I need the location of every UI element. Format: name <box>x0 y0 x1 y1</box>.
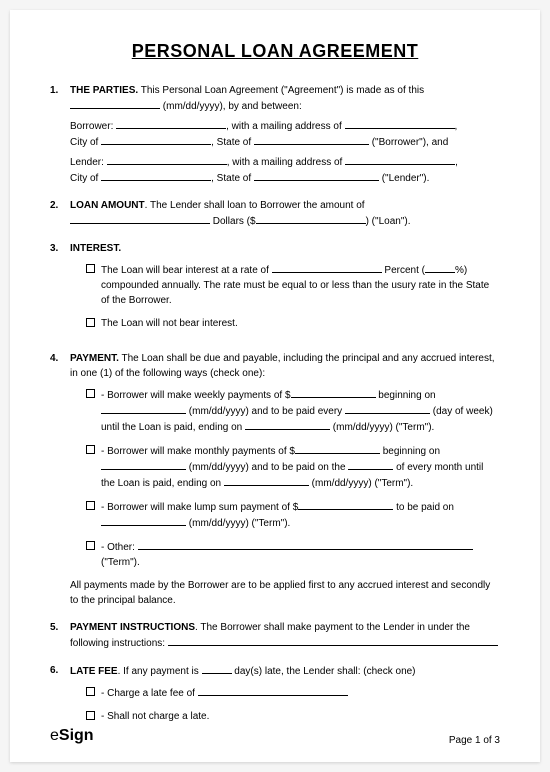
blank-loan-amount[interactable] <box>256 213 366 224</box>
section-body: PAYMENT INSTRUCTIONS. The Borrower shall… <box>70 620 500 651</box>
checkbox-icon[interactable] <box>86 264 95 273</box>
blank[interactable] <box>291 387 376 398</box>
blank[interactable] <box>295 443 380 454</box>
blank-lender-name[interactable] <box>107 154 227 165</box>
blank-loan-words[interactable] <box>70 213 210 224</box>
checkbox-icon[interactable] <box>86 318 95 327</box>
section-number: 5. <box>50 620 66 651</box>
checkbox-icon[interactable] <box>86 389 95 398</box>
blank-instructions[interactable] <box>168 635 498 646</box>
blank[interactable] <box>101 403 186 414</box>
checkbox-icon[interactable] <box>86 541 95 550</box>
blank[interactable] <box>348 459 393 470</box>
section-number: 6. <box>50 663 66 732</box>
blank[interactable] <box>345 403 430 414</box>
blank-date[interactable] <box>70 98 160 109</box>
section-label: INTEREST. <box>70 243 121 254</box>
section-parties: 1. THE PARTIES. This Personal Loan Agree… <box>50 83 500 186</box>
blank-borrower-name[interactable] <box>116 118 226 129</box>
blank-rate-pct[interactable] <box>425 262 455 273</box>
section-latefee: 6. LATE FEE. If any payment is day(s) la… <box>50 663 500 732</box>
blank-rate-words[interactable] <box>272 262 382 273</box>
section-label: PAYMENT INSTRUCTIONS <box>70 622 195 633</box>
page-footer: eSign Page 1 of 3 <box>50 724 500 748</box>
section-label: LOAN AMOUNT <box>70 200 145 211</box>
blank[interactable] <box>138 539 473 550</box>
option-no-fee: - Shall not charge a late. <box>86 709 500 724</box>
section-body: LATE FEE. If any payment is day(s) late,… <box>70 663 500 732</box>
blank-borrower-address[interactable] <box>345 118 455 129</box>
section-body: THE PARTIES. This Personal Loan Agreemen… <box>70 83 500 186</box>
section-interest: 3. INTEREST. The Loan will bear interest… <box>50 241 500 339</box>
blank-late-fee[interactable] <box>198 685 348 696</box>
section-body: PAYMENT. The Loan shall be due and payab… <box>70 351 500 608</box>
section-number: 2. <box>50 198 66 229</box>
section-body: INTEREST. The Loan will bear interest at… <box>70 241 500 339</box>
section-number: 1. <box>50 83 66 186</box>
option-lumpsum: - Borrower will make lump sum payment of… <box>86 499 500 531</box>
blank-borrower-state[interactable] <box>254 134 369 145</box>
blank-days-late[interactable] <box>202 663 232 674</box>
blank[interactable] <box>298 499 393 510</box>
blank[interactable] <box>245 419 330 430</box>
blank[interactable] <box>224 475 309 486</box>
checkbox-icon[interactable] <box>86 445 95 454</box>
section-label: THE PARTIES. <box>70 85 138 96</box>
section-payment: 4. PAYMENT. The Loan shall be due and pa… <box>50 351 500 608</box>
blank-lender-state[interactable] <box>254 170 379 181</box>
payment-tail: All payments made by the Borrower are to… <box>70 578 500 608</box>
checkbox-icon[interactable] <box>86 501 95 510</box>
section-instructions: 5. PAYMENT INSTRUCTIONS. The Borrower sh… <box>50 620 500 651</box>
option-interest-no: The Loan will not bear interest. <box>86 316 500 331</box>
blank[interactable] <box>101 515 186 526</box>
blank-lender-address[interactable] <box>345 154 455 165</box>
blank[interactable] <box>101 459 186 470</box>
document-title: PERSONAL LOAN AGREEMENT <box>50 38 500 65</box>
option-weekly: - Borrower will make weekly payments of … <box>86 387 500 435</box>
section-loan-amount: 2. LOAN AMOUNT. The Lender shall loan to… <box>50 198 500 229</box>
option-charge-fee: - Charge a late fee of <box>86 685 500 701</box>
page-number: Page 1 of 3 <box>449 733 500 748</box>
section-label: LATE FEE <box>70 666 118 677</box>
option-interest-yes: The Loan will bear interest at a rate of… <box>86 262 500 308</box>
section-number: 3. <box>50 241 66 339</box>
option-other: - Other: ("Term"). <box>86 539 500 570</box>
checkbox-icon[interactable] <box>86 687 95 696</box>
checkbox-icon[interactable] <box>86 711 95 720</box>
blank-lender-city[interactable] <box>101 170 211 181</box>
esign-logo: eSign <box>50 724 94 748</box>
document-page: PERSONAL LOAN AGREEMENT 1. THE PARTIES. … <box>10 10 540 762</box>
blank-borrower-city[interactable] <box>101 134 211 145</box>
section-body: LOAN AMOUNT. The Lender shall loan to Bo… <box>70 198 500 229</box>
option-monthly: - Borrower will make monthly payments of… <box>86 443 500 491</box>
section-number: 4. <box>50 351 66 608</box>
section-label: PAYMENT. <box>70 353 119 364</box>
